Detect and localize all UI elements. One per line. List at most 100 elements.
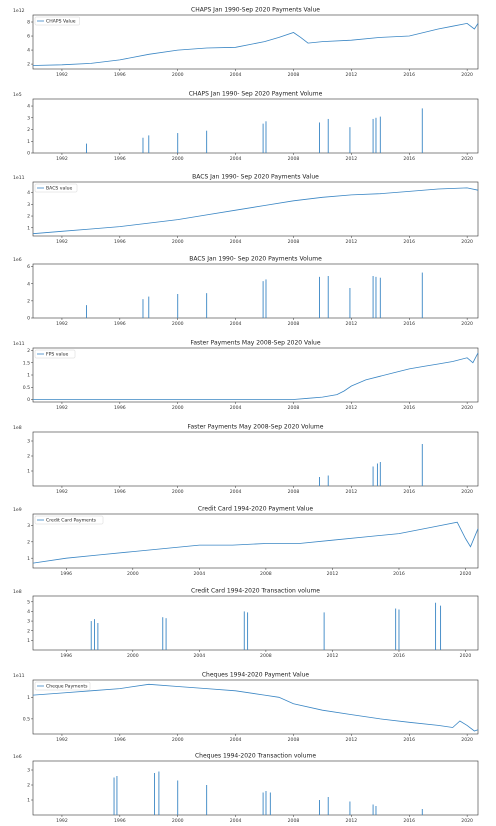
x-tick-label: 2004 <box>230 405 242 411</box>
x-tick-label: 2020 <box>461 737 473 743</box>
y-tick-label: 4 <box>27 48 30 54</box>
x-tick-label: 2004 <box>230 489 242 495</box>
y-tick-label: 4 <box>27 281 30 287</box>
x-tick-label: 2020 <box>461 156 473 162</box>
y-tick-label: 1 <box>27 225 30 231</box>
y-tick-label: 2 <box>27 62 30 68</box>
x-tick-label: 1996 <box>60 571 72 577</box>
x-tick-label: 2016 <box>403 405 415 411</box>
x-tick-label: 2016 <box>403 818 415 824</box>
bar <box>327 276 329 318</box>
x-tick-label: 2008 <box>288 239 300 245</box>
bar <box>90 621 92 650</box>
bar <box>177 780 179 815</box>
x-tick-label: 1996 <box>114 737 126 743</box>
y-exponent-label: 1e11 <box>13 673 25 679</box>
bar <box>262 123 264 153</box>
chart-title: Faster Payments May 2008-Sep 2020 Volume <box>188 424 324 431</box>
x-tick-label: 2008 <box>288 156 300 162</box>
x-tick-label: 2016 <box>403 737 415 743</box>
y-tick-label: 0 <box>27 151 30 157</box>
legend <box>34 681 91 691</box>
x-tick-label: 2004 <box>230 818 242 824</box>
bar <box>247 612 249 650</box>
x-tick-label: 1992 <box>56 72 68 78</box>
bar <box>262 792 264 815</box>
bar <box>372 804 374 815</box>
series-line <box>33 352 479 400</box>
plot-frame <box>32 347 479 403</box>
series-line <box>32 521 479 564</box>
x-tick-label: 2020 <box>461 321 473 327</box>
x-tick-label: 1996 <box>114 405 126 411</box>
x-tick-label: 2000 <box>127 571 139 577</box>
x-tick-label: 2012 <box>346 321 358 327</box>
x-tick-label: 1992 <box>56 405 68 411</box>
x-tick-label: 2000 <box>172 489 184 495</box>
bar <box>372 118 374 153</box>
y-exponent-label: 1e11 <box>13 341 25 347</box>
bar <box>395 608 397 650</box>
bar <box>435 602 437 650</box>
x-tick-label: 2008 <box>288 72 300 78</box>
series-line <box>32 22 479 66</box>
y-tick-label: 1 <box>27 373 30 379</box>
x-tick-label: 2000 <box>172 737 184 743</box>
bar <box>421 444 423 486</box>
bar <box>421 809 423 815</box>
x-tick-label: 2004 <box>230 321 242 327</box>
legend-label: CHAPS Value <box>46 19 76 25</box>
x-tick-label: 2008 <box>288 489 300 495</box>
y-exponent-label: 1e8 <box>13 425 22 431</box>
chart-title: CHAPS Jan 1990- Sep 2020 Payment Volume <box>189 91 323 98</box>
bar <box>165 618 167 650</box>
bar <box>398 609 400 650</box>
series-line <box>32 683 479 732</box>
legend <box>34 515 104 525</box>
x-tick-label: 2016 <box>403 72 415 78</box>
x-tick-label: 2020 <box>461 405 473 411</box>
plot-frame <box>32 181 479 237</box>
x-tick-label: 2020 <box>461 818 473 824</box>
bar <box>262 281 264 318</box>
x-tick-label: 2012 <box>346 72 358 78</box>
y-tick-label: 1.5 <box>23 360 30 366</box>
x-tick-label: 2008 <box>288 321 300 327</box>
bar <box>319 477 320 486</box>
y-tick-label: 2 <box>27 454 30 460</box>
y-tick-label: 3 <box>27 439 30 445</box>
plot-frame <box>32 513 479 569</box>
bar <box>154 773 156 815</box>
x-tick-label: 2012 <box>346 489 358 495</box>
y-tick-label: 2 <box>27 298 30 304</box>
bar <box>206 785 208 815</box>
x-tick-label: 1996 <box>60 653 72 659</box>
legend <box>34 349 76 359</box>
bar <box>421 108 423 153</box>
bar <box>162 617 164 650</box>
chart-title: BACS Jan 1990- Sep 2020 Payments Volume <box>189 256 322 263</box>
x-tick-label: 2000 <box>127 653 139 659</box>
legend <box>34 16 80 26</box>
bar <box>379 462 381 486</box>
x-tick-label: 1992 <box>56 489 68 495</box>
x-tick-label: 2020 <box>460 653 472 659</box>
x-tick-label: 2004 <box>194 653 206 659</box>
bar <box>265 121 267 153</box>
x-tick-label: 2000 <box>172 405 184 411</box>
plot-frame <box>32 431 479 487</box>
bar <box>372 466 374 486</box>
chart-title: Cheques 1994-2020 Payment Value <box>202 672 310 679</box>
bar <box>349 127 351 153</box>
bar <box>372 276 374 318</box>
chart-title: Faster Payments May 2008-Sep 2020 Value <box>190 340 320 347</box>
x-tick-label: 1996 <box>114 321 126 327</box>
chart-title: CHAPS Jan 1990-Sep 2020 Payments Value <box>191 7 320 14</box>
x-tick-label: 2016 <box>403 489 415 495</box>
bar <box>349 288 351 318</box>
legend-label: Credit Card Payments <box>46 518 97 524</box>
x-tick-label: 1992 <box>56 737 68 743</box>
x-tick-label: 2000 <box>172 72 184 78</box>
bar <box>206 130 208 153</box>
